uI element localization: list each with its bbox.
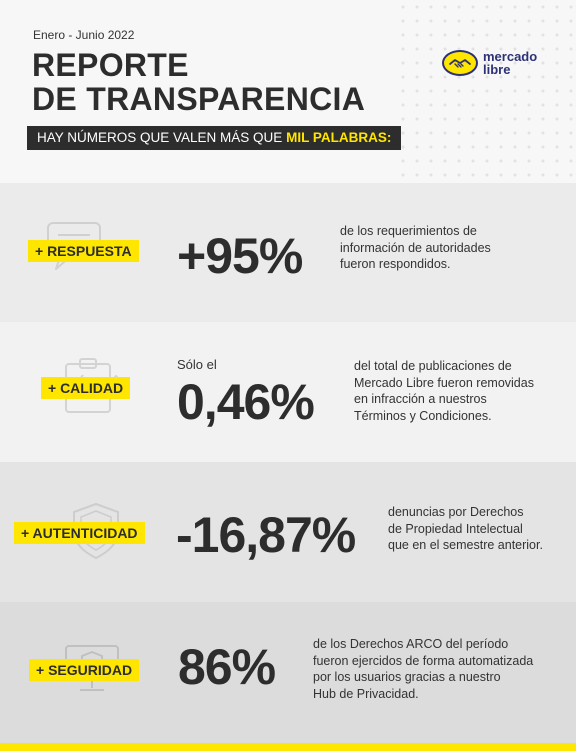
stat-description: denuncias por Derechos de Propiedad Inte… (388, 504, 543, 554)
category-tag: + CALIDAD (41, 377, 131, 399)
handshake-icon (442, 50, 478, 76)
desc-line: que en el semestre anterior. (388, 538, 543, 552)
stat-value: 0,46% (177, 374, 315, 430)
title-line-1: REPORTE (32, 47, 189, 83)
dot-pattern (396, 0, 576, 183)
page-title: REPORTE DE TRANSPARENCIA (32, 48, 365, 116)
stat-prefix: Sólo el (177, 357, 217, 372)
desc-line: fueron respondidos. (340, 257, 451, 271)
stat-value: +95% (177, 228, 303, 284)
category-tag: + AUTENTICIDAD (14, 522, 145, 544)
desc-line: denuncias por Derechos (388, 505, 524, 519)
title-line-2: DE TRANSPARENCIA (32, 81, 366, 117)
desc-line: Términos y Condiciones. (354, 408, 492, 423)
desc-line: Hub de Privacidad. (313, 686, 419, 701)
stat-description: de los requerimientos de información de … (340, 223, 491, 273)
banner-text: HAY NÚMEROS QUE VALEN MÁS QUE (37, 130, 283, 145)
desc-line: por los usuarios gracias a nuestro (313, 670, 501, 684)
stat-description: del total de publicaciones de Mercado Li… (354, 358, 534, 424)
stat-value: 86% (178, 639, 276, 695)
stat-value: -16,87% (176, 507, 356, 563)
report-period: Enero - Junio 2022 (33, 28, 135, 42)
mercadolibre-logo: mercado libre (442, 50, 552, 78)
logo-word-1: mercado (483, 49, 538, 64)
header: Enero - Junio 2022 REPORTE DE TRANSPAREN… (0, 0, 576, 183)
desc-line: de Propiedad Intelectual (388, 521, 523, 536)
category-tag: + RESPUESTA (28, 240, 139, 262)
stat-description: de los Derechos ARCO del período fueron … (313, 636, 533, 702)
desc-line: fueron ejercidos de forma automatizada (313, 653, 534, 668)
category-tag: + SEGURIDAD (29, 659, 140, 681)
stat-section-respuesta: + RESPUESTA +95% de los requerimientos d… (0, 183, 576, 322)
tagline-banner: HAY NÚMEROS QUE VALEN MÁS QUE MIL PALABR… (27, 126, 402, 150)
desc-line: en infracción a nuestros (354, 392, 487, 406)
desc-line: Mercado Libre fueron removidas (354, 375, 534, 390)
stat-section-autenticidad: + AUTENTICIDAD -16,87% denuncias por Der… (0, 462, 576, 602)
bottom-accent-bar (0, 743, 576, 751)
desc-line: del total de publicaciones de (354, 359, 512, 373)
desc-line: de los requerimientos de (340, 224, 477, 238)
logo-wordmark: mercado libre (483, 50, 537, 76)
stat-section-calidad: + CALIDAD Sólo el 0,46% del total de pub… (0, 322, 576, 462)
desc-line: de los Derechos ARCO del período (313, 637, 509, 651)
logo-word-2: libre (483, 62, 511, 77)
desc-line: información de autoridades (340, 240, 491, 255)
banner-highlight: MIL PALABRAS: (286, 130, 392, 145)
stat-section-seguridad: + SEGURIDAD 86% de los Derechos ARCO del… (0, 602, 576, 743)
